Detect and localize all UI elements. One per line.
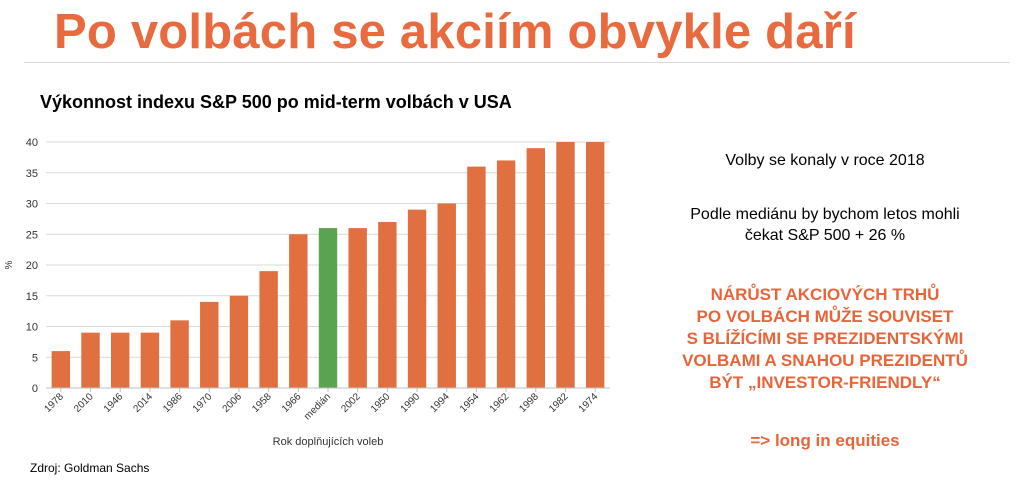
y-tick-label: 35 [26, 168, 38, 180]
bar-2010 [81, 332, 100, 388]
bar-1982 [556, 142, 575, 388]
bar-1958 [259, 271, 278, 388]
x-tick-label: 1974 [577, 391, 601, 415]
x-tick-label: 2002 [339, 391, 363, 415]
bar-2006 [229, 295, 249, 388]
x-tick-label: 2010 [72, 391, 96, 415]
x-tick-label: 1970 [191, 391, 215, 415]
bar-1954 [467, 166, 486, 388]
bar-2002 [348, 228, 367, 388]
median-expectation-line-2: čekat S&P 500 + 26 % [744, 227, 906, 244]
x-tick-label: 1982 [547, 391, 571, 415]
x-tick-label: 1994 [428, 391, 452, 415]
source-note: Zdroj: Goldman Sachs [30, 461, 150, 475]
bar-1946 [111, 332, 130, 388]
bar-median [318, 228, 338, 388]
bar-2014 [140, 332, 160, 388]
y-axis-label: % [4, 260, 15, 269]
conclusion-statement: => long in equities [750, 431, 900, 450]
x-tick-label: 1954 [458, 391, 482, 415]
x-tick-label: medián [302, 391, 333, 422]
bar-1962 [496, 160, 516, 388]
x-tick-label: 1958 [250, 391, 274, 415]
x-axis-label: Rok doplňujících voleb [273, 436, 384, 448]
x-tick-label: 1998 [517, 391, 541, 415]
bar-1974 [585, 142, 605, 388]
bar-1994 [437, 203, 456, 388]
bar-1986 [170, 320, 189, 388]
x-tick-label: 2006 [221, 391, 245, 415]
chart-bars [51, 142, 605, 388]
y-tick-label: 0 [32, 383, 38, 395]
y-tick-label: 30 [26, 199, 38, 211]
median-expectation-line-1: Podle mediánu by bychom letos mohli [690, 206, 960, 223]
slide-title: Po volbách se akciím obvykle daří [54, 5, 856, 59]
bar-1950 [378, 221, 397, 388]
x-tick-label: 1990 [399, 391, 423, 415]
bar-1970 [200, 301, 219, 388]
y-tick-label: 10 [26, 322, 38, 334]
bar-1978 [51, 351, 71, 388]
y-axis-ticks: 0 5 10 15 20 25 30 35 40 [26, 137, 38, 395]
x-tick-label: 1950 [369, 391, 393, 415]
y-tick-label: 5 [32, 352, 38, 364]
bar-1990 [407, 209, 427, 388]
y-tick-label: 25 [26, 229, 38, 241]
chart-title: Výkonnost indexu S&P 500 po mid-term vol… [40, 92, 512, 112]
x-axis-ticks: 1978 2010 1946 2014 1986 1970 2006 1958 1966medi… [42, 388, 601, 422]
x-tick-label: 1946 [102, 391, 126, 415]
x-tick-label: 1986 [161, 391, 185, 415]
x-tick-label: 1978 [42, 391, 66, 415]
election-year-note: Volby se konaly v roce 2018 [725, 152, 925, 169]
bar-1998 [526, 148, 545, 388]
x-tick-label: 2014 [132, 391, 156, 415]
y-tick-label: 15 [26, 291, 38, 303]
highlight-statement: NÁRŮST AKCIOVÝCH TRHŮ PO VOLBÁCH MŮŽE SO… [682, 285, 968, 392]
title-divider [24, 62, 1010, 63]
y-tick-label: 20 [26, 260, 38, 272]
median-expectation-note: Podle mediánu by bychom letos mohli čeka… [630, 204, 1020, 246]
x-tick-label: 1966 [280, 391, 304, 415]
y-tick-label: 40 [26, 137, 38, 149]
bar-1966 [289, 234, 308, 388]
x-tick-label: 1962 [488, 391, 512, 415]
